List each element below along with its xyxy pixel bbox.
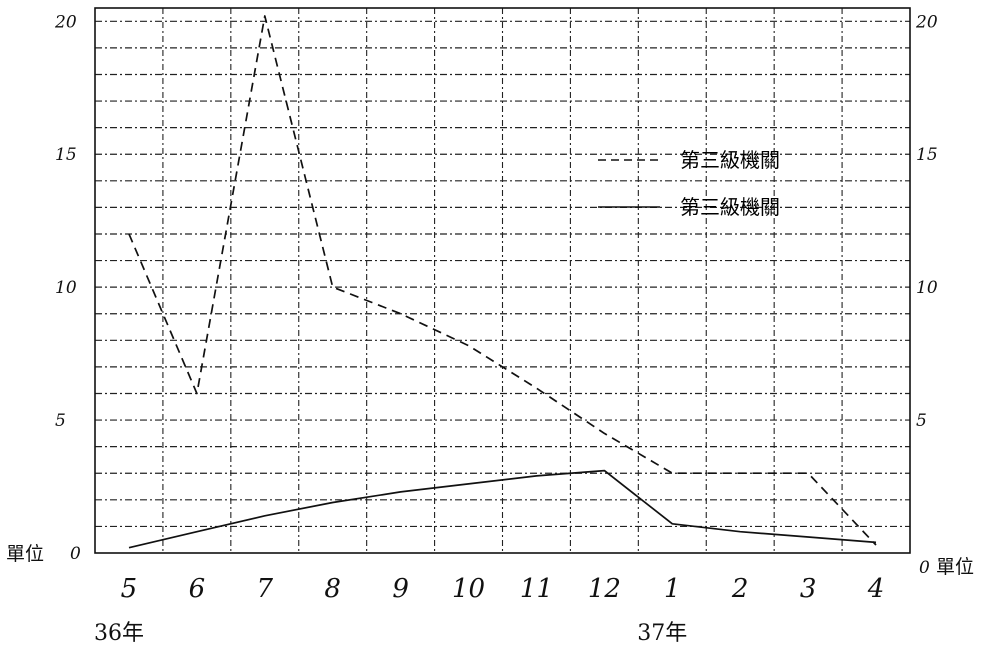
legend: 第三級機關 第三級機關 <box>598 148 780 219</box>
x-tick-label: 5 <box>121 574 138 604</box>
x-tick-label: 2 <box>731 574 749 604</box>
series-line-solid <box>128 469 877 549</box>
y-tick-label-left: 10 <box>55 278 77 298</box>
y-tick-labels: 0 5 10 15 20 0 5 10 15 20 <box>54 12 938 578</box>
series-layer <box>128 15 877 549</box>
x-tick-label: 3 <box>800 574 817 604</box>
y-tick-label-right: 20 <box>915 12 938 32</box>
y-tick-label-left: 5 <box>55 411 66 431</box>
x-tick-labels: 5 6 7 8 9 10 11 12 1 2 3 4 <box>121 574 885 604</box>
y-tick-label-right: 5 <box>916 411 927 431</box>
y-tick-label-left: 0 <box>70 544 81 564</box>
unit-label-left: 單位 <box>6 543 44 565</box>
x-tick-label: 4 <box>867 574 885 604</box>
y-tick-label-right: 10 <box>916 278 938 298</box>
unit-label-right: 單位 <box>936 556 974 578</box>
x-tick-label: 12 <box>588 574 621 604</box>
x-tick-label: 6 <box>189 574 206 604</box>
x-tick-label: 10 <box>452 574 485 604</box>
x-tick-label: 9 <box>392 574 409 604</box>
series-line-dashed <box>128 15 877 546</box>
y-tick-label-left: 20 <box>54 12 77 32</box>
plot-frame <box>94 7 911 554</box>
x-tick-label: 1 <box>664 574 681 604</box>
x-tick-label: 7 <box>257 574 274 604</box>
year-label: 36年 <box>94 621 144 646</box>
chart-grid <box>95 8 910 553</box>
y-tick-label-right: 0 <box>919 558 930 578</box>
legend-label-solid: 第三級機關 <box>680 195 780 219</box>
year-labels: 36年 37年 <box>94 621 687 646</box>
y-tick-label-left: 15 <box>55 145 77 165</box>
x-tick-label: 11 <box>520 574 553 604</box>
year-label: 37年 <box>637 621 687 646</box>
legend-label-dashed: 第三級機關 <box>680 148 780 172</box>
y-tick-label-right: 15 <box>916 145 938 165</box>
x-tick-label: 8 <box>324 574 341 604</box>
